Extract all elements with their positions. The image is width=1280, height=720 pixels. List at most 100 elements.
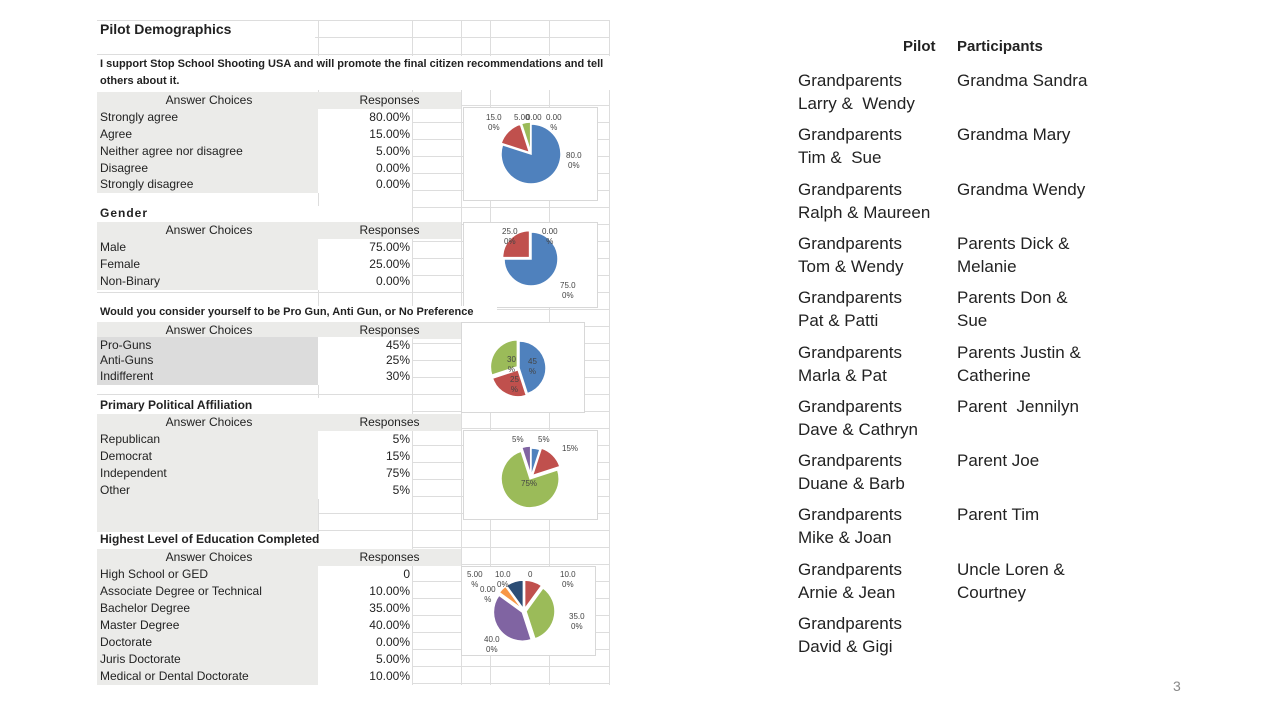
response-value: 35.00% <box>318 600 412 617</box>
table-row: Doctorate 0.00% <box>97 634 610 651</box>
table-row: Associate Degree or Technical 10.00% <box>97 583 610 600</box>
response-value: 10.00% <box>318 668 412 685</box>
header-answer-choices: Answer Choices <box>97 549 318 566</box>
pie-slice-agree <box>500 123 531 154</box>
response-value: 5% <box>318 431 412 448</box>
table-row: Republican 5% <box>97 431 610 448</box>
section-title: Would you consider yourself to be Pro Gu… <box>97 306 497 323</box>
data-label: 75.0 0% <box>560 281 576 300</box>
pilot-name: Grandparents Tom & Wendy <box>798 233 904 276</box>
table-row: Agree 15.00% <box>97 126 610 143</box>
pilot-name: Grandparents Ralph & Maureen <box>798 179 931 222</box>
pilot-name: Grandparents Marla & Pat <box>798 342 902 385</box>
pie-slice-anti-guns <box>491 368 528 398</box>
data-label: 10.0 0% <box>495 570 511 589</box>
data-label: 15.0 0% <box>486 113 502 132</box>
header-answer-choices: Answer Choices <box>97 92 318 109</box>
response-value: 25.00% <box>318 256 412 273</box>
table-row: Strongly agree 80.00% <box>97 109 610 126</box>
response-value: 5.00% <box>318 143 412 160</box>
response-value: 75.00% <box>318 239 412 256</box>
response-value: 0.00% <box>318 634 412 651</box>
answer-choice: Doctorate <box>97 634 318 651</box>
pilot-row: Grandparents Tim & Sue Grandma Mary <box>798 123 1118 169</box>
section-title: Gender <box>97 206 412 223</box>
answer-choice: Medical or Dental Doctorate <box>97 668 318 685</box>
pilot-name: Grandparents David & Gigi <box>798 614 902 656</box>
data-label: 40.0 0% <box>484 635 500 654</box>
table-row: Master Degree 40.00% <box>97 617 610 634</box>
pie-chart: 0 10.0 0% 35.0 0% 40.0 0% 0.00 % 5.00 % 10.0 0… <box>461 566 596 656</box>
data-label: 25.0 0% <box>502 227 518 246</box>
pilot-name: Grandparents Larry & Wendy <box>798 71 915 113</box>
data-label: 5% <box>538 435 550 444</box>
pie-chart: 75.0 0% 25.0 0% 0.00 % <box>463 222 598 308</box>
data-label: 80.0 0% <box>566 151 582 170</box>
table-header-row: Answer Choices Responses <box>97 322 610 339</box>
pie-slice-strongly-agree <box>500 123 562 185</box>
pilot-row: Grandparents Arnie & Jean Uncle Loren & C… <box>798 558 1118 604</box>
data-label: 75% <box>521 479 538 488</box>
response-value: 15% <box>318 448 412 465</box>
header-answer-choices: Answer Choices <box>97 322 318 339</box>
response-value: 25% <box>318 352 412 369</box>
pie-slice-other <box>520 445 532 476</box>
answer-choice: Anti-Guns <box>97 352 318 369</box>
pilot-row: Grandparents Duane & Barb Parent Joe <box>798 449 1118 495</box>
table-row: Bachelor Degree 35.00% <box>97 600 610 617</box>
data-label: 0 <box>528 570 533 579</box>
pilot-row: Grandparents Larry & Wendy Grandma Sandra <box>798 69 1118 115</box>
pie-slice-female <box>501 229 531 259</box>
pilot-row: Grandparents Dave & Cathryn Parent Jennil… <box>798 395 1118 441</box>
filler <box>97 499 318 532</box>
answer-choice: Republican <box>97 431 318 448</box>
answer-choice: Male <box>97 239 318 256</box>
table-row: Neither agree nor disagree 5.00% <box>97 143 610 160</box>
pie-slice-medical-or-dental-doctorate <box>505 579 525 612</box>
pilot-row: Grandparents Ralph & Maureen Grandma Wend… <box>798 178 1118 224</box>
pie-slice-neither-agree-nor-disagree <box>520 121 532 153</box>
header-responses: Responses <box>318 322 461 339</box>
answer-choice: Bachelor Degree <box>97 600 318 617</box>
response-value: 40.00% <box>318 617 412 634</box>
participant-name: Parents Dick & Melanie <box>957 233 1070 276</box>
answer-choice: Agree <box>97 126 318 143</box>
data-label: 5.00 <box>514 113 530 122</box>
answer-choice: Pro-Guns <box>97 337 318 354</box>
header-responses: Responses <box>318 549 461 566</box>
data-label: 5.00 % <box>467 570 483 589</box>
data-label: 30 % <box>507 355 516 374</box>
section-title: Highest Level of Education Completed <box>97 532 412 549</box>
pilot-name: Grandparents Mike & Joan <box>798 505 902 548</box>
answer-choice: Juris Doctorate <box>97 651 318 668</box>
header-responses: Responses <box>318 414 461 431</box>
pie-chart: 45 % 25 % 30 % <box>461 322 585 413</box>
pie-slice-pro-guns <box>518 340 547 395</box>
participant-name: Parent Tim <box>957 505 1040 525</box>
answer-choice: Strongly disagree <box>97 176 318 193</box>
response-value: 0 <box>318 566 412 583</box>
participant-name: Grandma Sandra <box>957 71 1088 90</box>
table-header-row: Answer Choices Responses <box>97 549 610 566</box>
answer-choice: Female <box>97 256 318 273</box>
answer-choice: Other <box>97 482 318 499</box>
pilot-row: Grandparents Tom & Wendy Parents Dick & M… <box>798 232 1118 278</box>
participant-name: Parents Justin & Catherine <box>957 342 1081 385</box>
pie-slice-democrat <box>531 447 561 477</box>
response-value: 30% <box>318 368 412 385</box>
pie-slice-master-degree <box>492 594 533 642</box>
section-title: I support Stop School Shooting USA and w… <box>97 56 610 90</box>
pie-slice-independent <box>500 450 560 509</box>
table-header-row: Answer Choices Responses <box>97 92 610 109</box>
pie-slice-associate-degree-or-technical <box>523 579 543 612</box>
table-row: Pro-Guns 45% <box>97 337 610 354</box>
data-label: 0.00 % <box>542 227 558 246</box>
answer-choice: Strongly agree <box>97 109 318 126</box>
spreadsheet-image: Pilot Demographics I support Stop School… <box>97 20 610 685</box>
table-header-row: Answer Choices Responses <box>97 414 610 431</box>
pilot-name: Grandparents Tim & Sue <box>798 125 902 168</box>
response-value: 15.00% <box>318 126 412 143</box>
table-row: Female 25.00% <box>97 256 610 273</box>
answer-choice: Independent <box>97 465 318 482</box>
table-row: Medical or Dental Doctorate 10.00% <box>97 668 610 685</box>
